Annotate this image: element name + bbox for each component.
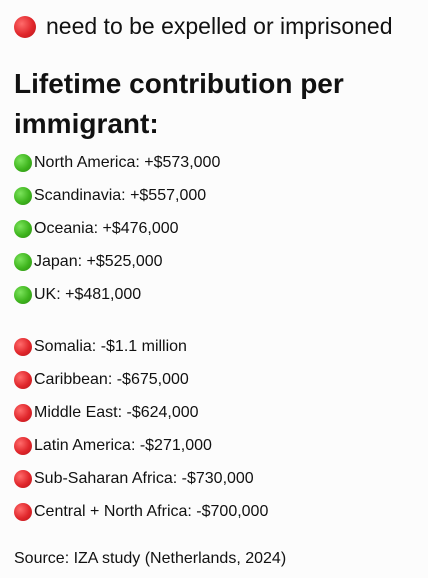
list-item-text: Scandinavia: +$557,000 [34,186,207,204]
list-item: Latin America: -$271,000 [14,429,268,462]
source-note: Source: IZA study (Netherlands, 2024) [14,550,287,567]
list-item-text: Caribbean: -$675,000 [34,370,189,388]
list-item: Caribbean: -$675,000 [14,363,268,396]
list-item-text: Sub-Saharan Africa: -$730,000 [34,469,254,487]
list-item: Somalia: -$1.1 million [14,330,268,363]
red-circle-icon [14,15,36,38]
positive-contribution-list: North America: +$573,000 Scandinavia: +$… [14,146,220,311]
red-circle-icon [14,403,32,422]
list-item-text: Japan: +$525,000 [34,252,163,270]
list-item: North America: +$573,000 [14,146,220,179]
list-item: Sub-Saharan Africa: -$730,000 [14,462,268,495]
list-item: UK: +$481,000 [14,278,220,311]
green-circle-icon [14,153,32,172]
green-circle-icon [14,219,32,238]
list-item-text: Central + North Africa: -$700,000 [34,502,269,520]
red-circle-icon [14,436,32,455]
list-item: Oceania: +$476,000 [14,212,220,245]
header-line: need to be expelled or imprisoned [14,13,393,40]
page-title: Lifetime contribution per immigrant: [14,68,344,139]
list-item: Middle East: -$624,000 [14,396,268,429]
red-circle-icon [14,469,32,488]
green-circle-icon [14,186,32,205]
list-item-text: North America: +$573,000 [34,153,221,171]
red-circle-icon [14,502,32,521]
green-circle-icon [14,285,32,304]
header-text: need to be expelled or imprisoned [46,13,393,39]
list-item: Scandinavia: +$557,000 [14,179,220,212]
list-item-text: Oceania: +$476,000 [34,219,179,237]
green-circle-icon [14,252,32,271]
red-circle-icon [14,370,32,389]
list-item-text: Latin America: -$271,000 [34,436,212,454]
list-item-text: UK: +$481,000 [34,285,142,303]
list-item: Central + North Africa: -$700,000 [14,495,268,528]
list-item: Japan: +$525,000 [14,245,220,278]
list-item-text: Somalia: -$1.1 million [34,337,187,355]
negative-contribution-list: Somalia: -$1.1 million Caribbean: -$675,… [14,330,268,528]
list-item-text: Middle East: -$624,000 [34,403,199,421]
red-circle-icon [14,337,32,356]
